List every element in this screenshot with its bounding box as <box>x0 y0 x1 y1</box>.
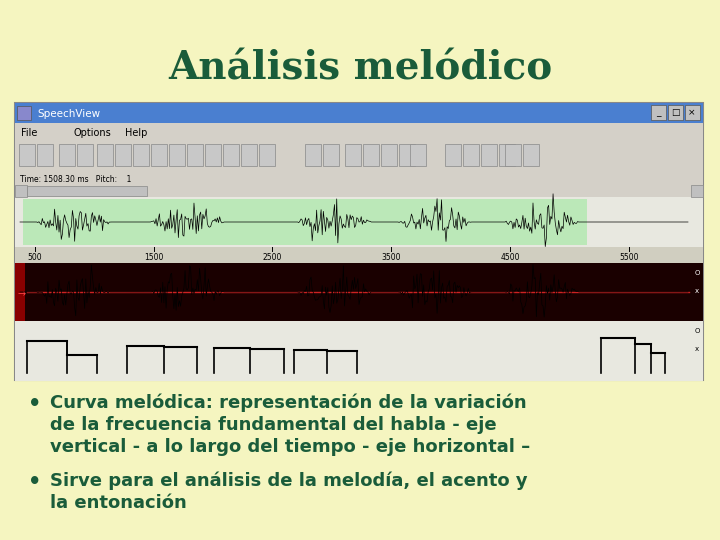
Bar <box>15 171 703 185</box>
Text: 4500: 4500 <box>500 253 520 261</box>
Text: 1500: 1500 <box>144 253 163 261</box>
Bar <box>685 105 700 120</box>
Bar <box>15 141 703 171</box>
Text: la entonación: la entonación <box>50 494 186 512</box>
Bar <box>305 144 321 166</box>
Bar <box>15 247 703 263</box>
Bar <box>410 144 426 166</box>
Bar <box>691 185 703 197</box>
Bar <box>15 103 703 123</box>
Text: →: → <box>18 289 26 299</box>
Bar <box>187 144 203 166</box>
Text: x: x <box>695 288 699 294</box>
Bar <box>668 105 683 120</box>
Text: File: File <box>21 128 37 138</box>
Bar <box>499 144 515 166</box>
Text: Curva melódica: representación de la variación: Curva melódica: representación de la var… <box>50 394 526 413</box>
Bar <box>259 144 275 166</box>
Bar <box>345 144 361 166</box>
Bar <box>15 185 27 197</box>
Text: Time: 1508.30 ms   Pitch:    1: Time: 1508.30 ms Pitch: 1 <box>20 174 131 184</box>
Text: SpeechView: SpeechView <box>37 109 100 119</box>
Bar <box>15 123 703 141</box>
Bar <box>151 144 167 166</box>
Bar <box>115 144 131 166</box>
Bar <box>19 144 35 166</box>
Bar <box>15 263 25 321</box>
Bar <box>97 144 113 166</box>
Bar <box>169 144 185 166</box>
Text: •: • <box>28 472 41 492</box>
Bar <box>445 144 461 166</box>
Text: x: x <box>695 346 699 352</box>
Text: 3500: 3500 <box>382 253 401 261</box>
Text: _: _ <box>656 109 660 118</box>
Bar <box>15 185 703 197</box>
Bar <box>15 263 703 321</box>
Bar <box>505 144 521 166</box>
Bar <box>523 144 539 166</box>
Text: 2500: 2500 <box>263 253 282 261</box>
Text: 5500: 5500 <box>619 253 639 261</box>
Text: Sirve para el análisis de la melodía, el acento y: Sirve para el análisis de la melodía, el… <box>50 472 528 490</box>
Bar <box>651 105 666 120</box>
Bar <box>205 144 221 166</box>
Bar <box>133 144 149 166</box>
Bar <box>241 144 257 166</box>
Text: Help: Help <box>125 128 148 138</box>
Text: O: O <box>694 270 700 276</box>
Bar <box>15 197 703 247</box>
Bar <box>381 144 397 166</box>
Bar <box>27 186 147 196</box>
Bar <box>323 144 339 166</box>
Bar <box>399 144 415 166</box>
Bar <box>23 199 587 245</box>
Text: •: • <box>28 394 41 414</box>
Text: O: O <box>694 328 700 334</box>
Bar <box>463 144 479 166</box>
Bar <box>17 106 31 120</box>
Text: 500: 500 <box>27 253 42 261</box>
Bar <box>77 144 93 166</box>
Bar <box>15 321 703 381</box>
Bar <box>59 144 75 166</box>
Text: vertical - a lo largo del tiempo - eje horizontal –: vertical - a lo largo del tiempo - eje h… <box>50 438 530 456</box>
Text: Análisis melódico: Análisis melódico <box>168 49 552 87</box>
Bar <box>481 144 497 166</box>
Bar <box>223 144 239 166</box>
Bar <box>15 103 703 380</box>
Bar <box>363 144 379 166</box>
Bar <box>37 144 53 166</box>
Text: de la frecuencia fundamental del habla - eje: de la frecuencia fundamental del habla -… <box>50 416 497 434</box>
Text: Options: Options <box>73 128 111 138</box>
Text: □: □ <box>671 109 679 118</box>
Text: ×: × <box>688 109 696 118</box>
